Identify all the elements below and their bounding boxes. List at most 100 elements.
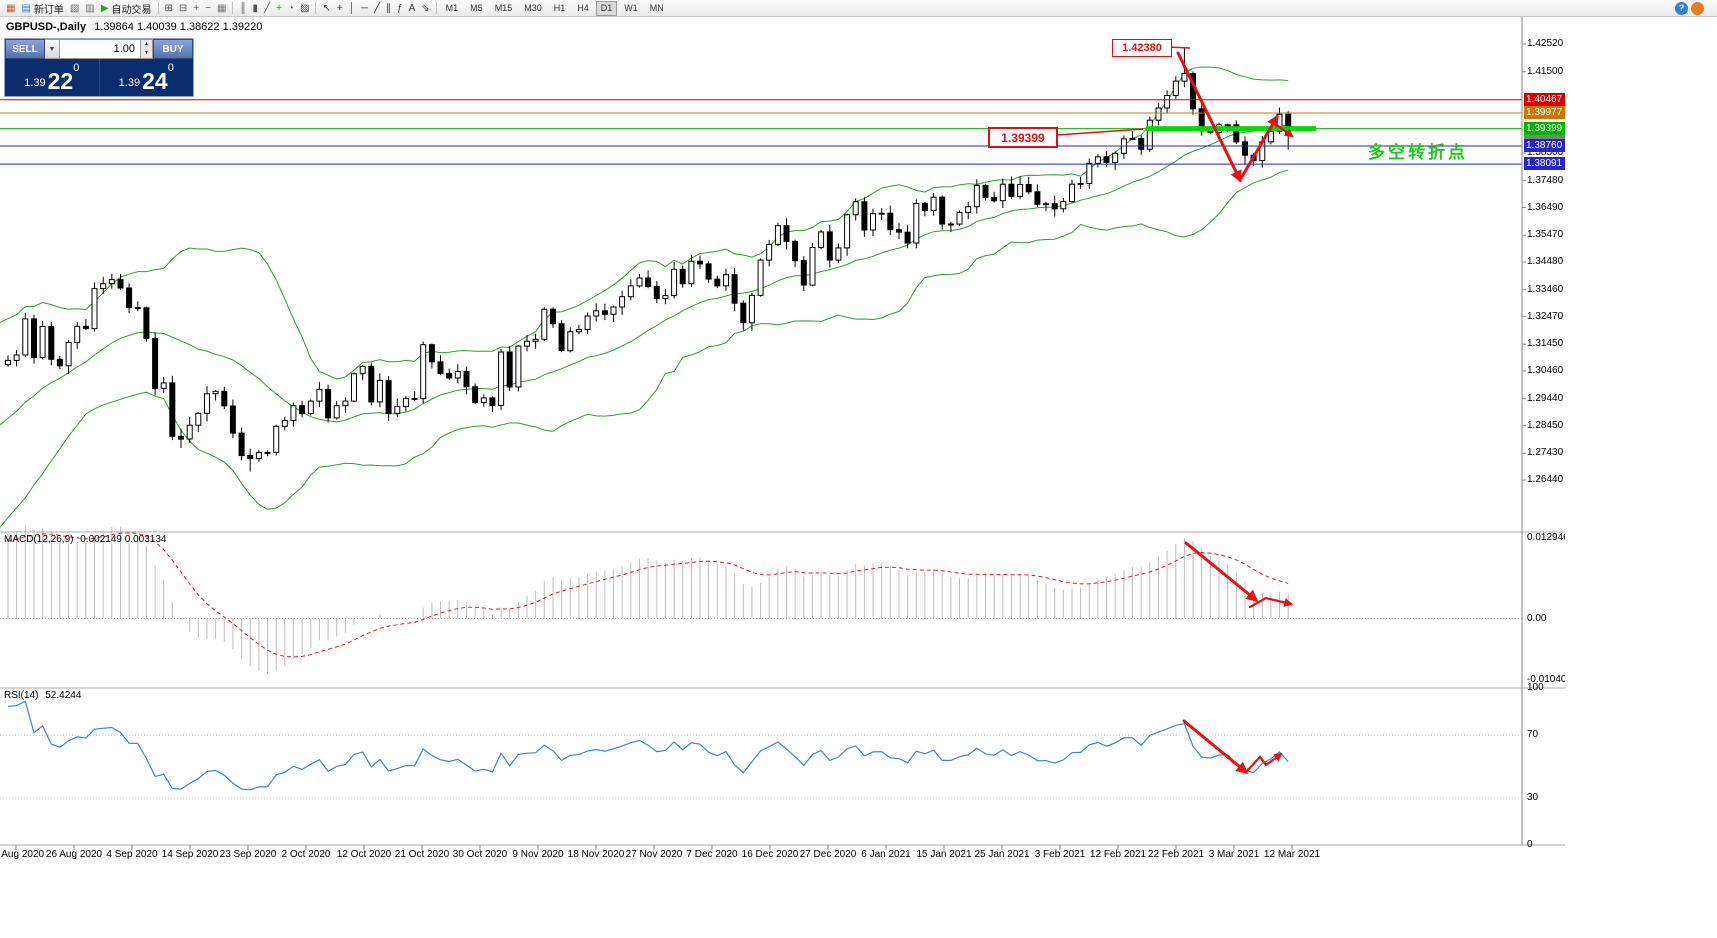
volume-stepper[interactable]: ▲ ▼ — [141, 39, 153, 59]
periods-icon[interactable]: ◔ — [285, 1, 297, 16]
autotrading-button[interactable]: ▶ 自动交易 — [98, 1, 155, 16]
time-axis-label: 18 Nov 2020 — [567, 849, 625, 860]
fibonacci-icon-glyph: ƒ — [397, 2, 403, 14]
line-chart-icon-glyph: ╱ — [264, 2, 271, 14]
time-axis-label: 27 Dec 2020 — [799, 849, 857, 860]
data-window-icon[interactable]: ▥ — [82, 1, 97, 16]
time-axis-label: 7 Dec 2020 — [686, 849, 738, 860]
macd-axis-label: 0.012946 — [1527, 532, 1565, 543]
trade-panel-quotes: 1.39 22 0 1.39 24 0 — [5, 59, 193, 96]
cascade-windows-icon-glyph: ⊟ — [178, 2, 188, 14]
timeframe-m5[interactable]: M5 — [470, 2, 483, 13]
time-axis-label: 14 Sep 2020 — [161, 849, 219, 860]
grid-icon[interactable]: ▦ — [214, 1, 229, 16]
support-price-annotation[interactable]: 1.39399 — [988, 127, 1058, 148]
time-axis-label: 27 Nov 2020 — [625, 849, 683, 860]
stepper-up-icon[interactable]: ▲ — [141, 40, 152, 49]
indicators-icon[interactable]: + — [273, 1, 285, 16]
new-order-button[interactable]: ▤ 新订单 — [18, 1, 66, 16]
rsi-axis-label: 70 — [1527, 729, 1539, 740]
price-axis-label: 1.41500 — [1527, 66, 1564, 77]
rsi-axis-label: 100 — [1527, 682, 1544, 693]
zoom-in-icon[interactable]: + — [190, 1, 202, 16]
toolbar: ▦ ▤ 新订单 ▧ ▥ ▶ 自动交易 ⊞ ⊟ + − ▦ ║ ▮ ╱ + ◔ ▨ ↖ + │ ─ ╱ ∥ ƒ A ⇘ M1 M5 M15… — [0, 0, 1717, 17]
time-axis-label: 4 Sep 2020 — [106, 849, 158, 860]
timeframe-h4[interactable]: H4 — [577, 2, 589, 13]
timeframe-h1[interactable]: H1 — [553, 2, 566, 13]
vertical-line-icon[interactable]: │ — [346, 1, 358, 16]
horizontal-line-icon[interactable]: ─ — [358, 1, 371, 16]
crosshair-icon[interactable]: + — [334, 1, 346, 16]
candlestick-chart-icon[interactable]: ▮ — [250, 1, 262, 16]
bar-chart-icon[interactable]: ║ — [236, 1, 249, 16]
toolbar-separator — [315, 2, 317, 14]
channel-icon[interactable]: ∥ — [383, 1, 394, 16]
price-axis-label: 1.33460 — [1527, 284, 1564, 295]
indicators-icon-glyph: + — [276, 2, 282, 14]
candlestick-chart-icon-glyph: ▮ — [252, 2, 259, 14]
chevron-down-icon: ▼ — [48, 45, 56, 53]
volume-input[interactable]: 1.00 — [60, 39, 141, 59]
price-axis-label: 1.31450 — [1527, 338, 1564, 349]
price-axis-label: 1.27430 — [1527, 447, 1564, 458]
price-axis-badge: 1.39977 — [1524, 106, 1565, 119]
price-axis-label: 1.38500 — [1527, 147, 1564, 158]
trade-panel-controls: SELL ▼ 1.00 ▲ ▼ BUY — [5, 39, 193, 59]
toolbar-right-icons: ? — [1675, 1, 1714, 15]
sell-price-prefix: 1.39 — [24, 77, 46, 89]
price-chart-canvas[interactable] — [0, 17, 1565, 865]
zoom-out-icon[interactable]: − — [202, 1, 214, 16]
sell-button[interactable]: SELL — [5, 39, 45, 59]
chart-ohlc-values: 1.39864 1.40039 1.38622 1.39220 — [94, 21, 263, 33]
sell-price-quote[interactable]: 1.39 22 0 — [5, 59, 99, 96]
toolbar-separator — [157, 2, 159, 14]
tile-windows-icon[interactable]: ⊞ — [162, 1, 176, 16]
line-chart-icon[interactable]: ╱ — [261, 1, 273, 16]
horizontal-line-icon-glyph: ─ — [360, 2, 368, 14]
timeframe-mn[interactable]: MN — [649, 2, 664, 13]
trade-options-dropdown[interactable]: ▼ — [45, 39, 60, 59]
turning-point-text-annotation[interactable]: 多空转折点 — [1368, 143, 1468, 162]
buy-price-quote[interactable]: 1.39 24 0 — [98, 59, 194, 96]
chart-overlays: 1.42520 1.41500 1.38500 1.37480 1.36490 1.354… — [0, 17, 1565, 865]
cursor-icon[interactable]: ↖ — [319, 1, 333, 16]
bar-chart-icon-glyph: ║ — [239, 2, 247, 14]
cascade-windows-icon[interactable]: ⊟ — [176, 1, 190, 16]
community-icon[interactable] — [1691, 1, 1704, 15]
stepper-down-icon[interactable]: ▼ — [141, 49, 152, 58]
arrow-object-icon[interactable]: ⇘ — [418, 1, 432, 16]
trendline-icon[interactable]: ╱ — [371, 1, 383, 16]
timeframe-m30[interactable]: M30 — [524, 2, 542, 13]
time-axis-label: 25 Jan 2021 — [974, 849, 1030, 860]
timeframe-m1[interactable]: M1 — [445, 2, 459, 13]
price-axis-label: 1.34480 — [1527, 256, 1564, 267]
chart-window-icon[interactable]: ▦ — [3, 1, 18, 16]
time-axis-label: 2 Oct 2020 — [281, 849, 331, 860]
channel-icon-glyph: ∥ — [386, 2, 392, 14]
help-icon[interactable]: ? — [1675, 1, 1688, 15]
cursor-icon-glyph: ↖ — [322, 2, 331, 14]
text-icon[interactable]: A — [406, 1, 419, 16]
peak-price-annotation[interactable]: 1.42380 — [1112, 39, 1172, 57]
timeframe-d1[interactable]: D1 — [595, 0, 618, 16]
price-axis-label: 1.29440 — [1527, 393, 1564, 404]
chart-profiles-icon[interactable]: ▧ — [67, 1, 82, 16]
templates-icon[interactable]: ▨ — [297, 1, 312, 16]
tile-windows-icon-glyph: ⊞ — [164, 2, 173, 14]
vertical-line-icon-glyph: │ — [348, 2, 355, 14]
time-axis-label: 17 Aug 2020 — [0, 849, 45, 860]
timeframe-w1[interactable]: W1 — [624, 2, 638, 13]
rsi-name: RSI(14) — [4, 690, 39, 701]
data-window-icon-glyph: ▥ — [85, 2, 95, 14]
time-axis-label: 9 Nov 2020 — [512, 849, 564, 860]
chart-symbol-label: GBPUSD-,Daily 1.39864 1.40039 1.38622 1.… — [6, 21, 262, 33]
fibonacci-icon[interactable]: ƒ — [394, 1, 406, 16]
timeframe-m15[interactable]: M15 — [494, 2, 513, 13]
crosshair-icon-glyph: + — [336, 2, 343, 14]
chart-profiles-icon-glyph: ▧ — [69, 2, 80, 14]
price-axis-badge: 1.39399 — [1524, 122, 1565, 135]
time-axis-label: 23 Sep 2020 — [219, 849, 277, 860]
rsi-value: 52.4244 — [45, 690, 82, 701]
buy-button[interactable]: BUY — [153, 39, 193, 59]
